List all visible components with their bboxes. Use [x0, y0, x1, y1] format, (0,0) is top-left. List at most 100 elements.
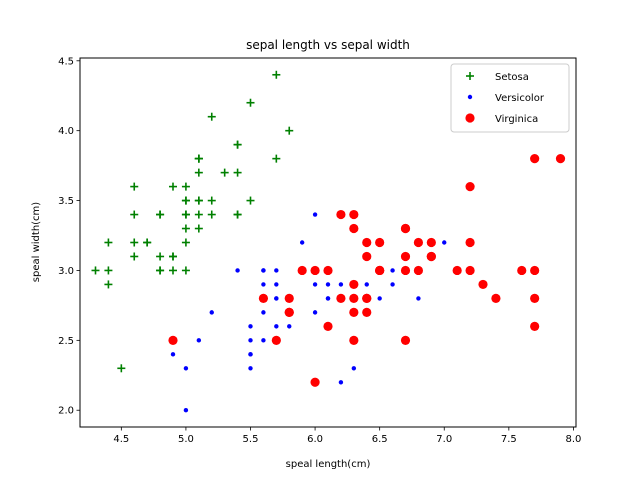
y-tick-label: 2.5 [58, 336, 74, 347]
versicolor-point [235, 268, 240, 273]
setosa-point [181, 224, 190, 233]
plot-markers [91, 70, 566, 413]
setosa-point [233, 168, 242, 177]
virginica-point [465, 181, 475, 192]
versicolor-point [442, 240, 447, 245]
versicolor-point [390, 282, 395, 287]
virginica-point [426, 237, 436, 248]
virginica-point [555, 154, 566, 164]
series-virginica [168, 154, 566, 387]
setosa-point [104, 238, 113, 247]
setosa-point [181, 266, 190, 275]
virginica-point [297, 265, 307, 276]
setosa-point [181, 238, 190, 247]
versicolor-point [338, 380, 344, 385]
versicolor-point [183, 408, 189, 413]
setosa-point [104, 280, 113, 289]
setosa-point [156, 266, 165, 275]
setosa-point [169, 266, 177, 275]
versicolor-point [274, 282, 279, 287]
virginica-point [491, 293, 501, 304]
virginica-point [375, 237, 385, 248]
virginica-point [400, 265, 411, 276]
x-tick-label: 7.0 [436, 434, 452, 445]
versicolor-point [312, 282, 318, 287]
setosa-point [130, 210, 139, 219]
setosa-point [143, 238, 152, 247]
setosa-point [181, 196, 190, 205]
setosa-point [169, 182, 177, 191]
setosa-point [272, 154, 281, 163]
setosa-point [194, 196, 203, 205]
legend-marker-setosa [466, 72, 474, 80]
setosa-point [194, 168, 203, 177]
chart-title: sepal length vs sepal width [246, 38, 410, 52]
virginica-point [375, 265, 385, 276]
virginica-point [362, 237, 372, 248]
x-tick-label: 7.5 [501, 434, 517, 445]
y-tick-label: 4.0 [58, 126, 74, 137]
versicolor-point [248, 366, 253, 371]
setosa-point [104, 266, 113, 275]
versicolor-point [261, 282, 266, 287]
setosa-point [233, 210, 242, 219]
legend-label-versicolor: Versicolor [495, 93, 545, 104]
y-tick-label: 3.0 [58, 266, 74, 277]
versicolor-point [312, 212, 318, 217]
virginica-point [336, 209, 346, 220]
y-axis-label: speal width(cm) [31, 202, 42, 282]
versicolor-point [170, 352, 176, 357]
virginica-point [413, 265, 424, 276]
legend-item-virginica: Virginica [465, 113, 538, 125]
versicolor-point [390, 268, 395, 273]
virginica-point [284, 307, 294, 317]
setosa-point [156, 210, 165, 219]
versicolor-point [299, 240, 305, 245]
setosa-point [117, 364, 126, 373]
versicolor-point [209, 310, 214, 315]
setosa-point [156, 252, 165, 261]
x-tick-label: 6.0 [307, 434, 323, 445]
setosa-point [130, 182, 139, 191]
versicolor-point [274, 268, 279, 273]
versicolor-point [274, 296, 279, 301]
legend-marker-versicolor [467, 94, 473, 100]
setosa-point [246, 98, 255, 107]
setosa-point [233, 140, 242, 149]
versicolor-point [248, 352, 253, 357]
virginica-point [323, 265, 333, 276]
setosa-point [285, 126, 294, 135]
virginica-point [336, 293, 346, 304]
virginica-point [452, 265, 462, 276]
legend-item-versicolor: Versicolor [467, 93, 545, 104]
series-setosa [91, 70, 294, 373]
setosa-point [181, 210, 190, 219]
virginica-point [465, 237, 475, 248]
virginica-point [413, 237, 424, 248]
versicolor-point [196, 338, 202, 343]
virginica-point [530, 321, 540, 331]
virginica-point [530, 154, 540, 164]
x-tick-label: 4.5 [113, 434, 129, 445]
legend-label-virginica: Virginica [495, 114, 538, 125]
setosa-point [181, 182, 190, 191]
virginica-point [530, 265, 540, 276]
x-axis-label: speal length(cm) [286, 459, 371, 470]
x-axis-ticks: 4.5 5.0 5.5 6.0 6.5 7.0 7.5 8.0 [113, 427, 581, 445]
versicolor-point [325, 282, 331, 287]
versicolor-point [248, 324, 253, 329]
virginica-point [362, 251, 372, 262]
virginica-point [465, 265, 475, 276]
setosa-point [207, 112, 216, 121]
virginica-point [310, 265, 320, 276]
setosa-point [220, 168, 229, 177]
x-tick-label: 6.5 [372, 434, 388, 445]
virginica-point [530, 293, 540, 304]
virginica-point [323, 321, 333, 331]
setosa-point [207, 196, 216, 205]
y-tick-label: 3.5 [58, 196, 74, 207]
virginica-point [349, 293, 359, 304]
x-tick-label: 8.0 [565, 434, 581, 445]
setosa-point [272, 70, 281, 79]
